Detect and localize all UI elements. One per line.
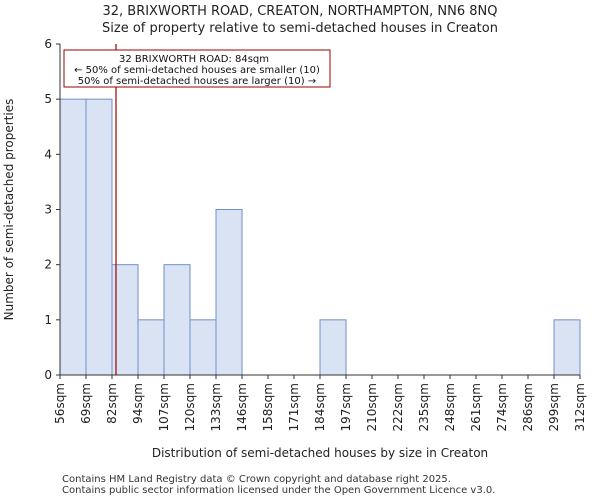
x-tick-label: 299sqm — [547, 383, 561, 431]
x-tick-label: 146sqm — [235, 383, 249, 431]
x-tick-label: 210sqm — [365, 383, 379, 431]
bar — [553, 319, 581, 376]
x-axis-label: Distribution of semi-detached houses by … — [152, 446, 488, 460]
x-tick-label: 184sqm — [313, 383, 327, 431]
y-tick-label: 6 — [44, 37, 52, 51]
y-tick-label: 0 — [44, 368, 52, 382]
x-tick-label: 312sqm — [573, 383, 587, 431]
footer-line-1: Contains HM Land Registry data © Crown c… — [62, 474, 451, 485]
annotation-line: 32 BRIXWORTH ROAD: 84sqm — [119, 54, 269, 65]
chart-title: 32, BRIXWORTH ROAD, CREATON, NORTHAMPTON… — [102, 4, 498, 19]
x-tick-label: 171sqm — [287, 383, 301, 431]
annotation-line: ← 50% of semi-detached houses are smalle… — [74, 65, 320, 76]
x-tick-label: 222sqm — [391, 383, 405, 431]
footer-line-2: Contains public sector information licen… — [62, 485, 496, 496]
x-tick-label: 274sqm — [495, 383, 509, 431]
y-tick-label: 3 — [44, 203, 52, 217]
y-tick-label: 2 — [44, 258, 52, 272]
bar — [137, 319, 165, 376]
y-tick-label: 1 — [44, 313, 52, 327]
y-axis-label: Number of semi-detached properties — [2, 99, 16, 321]
x-tick-label: 120sqm — [183, 383, 197, 431]
x-tick-label: 133sqm — [209, 383, 223, 431]
x-tick-label: 94sqm — [131, 383, 145, 424]
bar — [85, 98, 113, 376]
annotation-line: 50% of semi-detached houses are larger (… — [78, 76, 316, 87]
x-tick-label: 56sqm — [53, 383, 67, 424]
bar — [59, 98, 87, 376]
x-tick-label: 235sqm — [417, 383, 431, 431]
chart-subtitle: Size of property relative to semi-detach… — [102, 21, 498, 36]
x-tick-label: 107sqm — [157, 383, 171, 431]
bar — [163, 264, 191, 376]
annotation-box — [63, 49, 331, 88]
x-tick-label: 82sqm — [105, 383, 119, 424]
x-tick-label: 248sqm — [443, 383, 457, 431]
x-tick-label: 197sqm — [339, 383, 353, 431]
bar — [189, 319, 217, 376]
x-tick-label: 261sqm — [469, 383, 483, 431]
x-tick-label: 286sqm — [521, 383, 535, 431]
y-tick-label: 5 — [44, 92, 52, 106]
y-tick-label: 4 — [44, 147, 52, 161]
bar — [215, 209, 243, 376]
x-tick-label: 158sqm — [261, 383, 275, 431]
bar — [319, 319, 347, 376]
x-tick-label: 69sqm — [79, 383, 93, 424]
